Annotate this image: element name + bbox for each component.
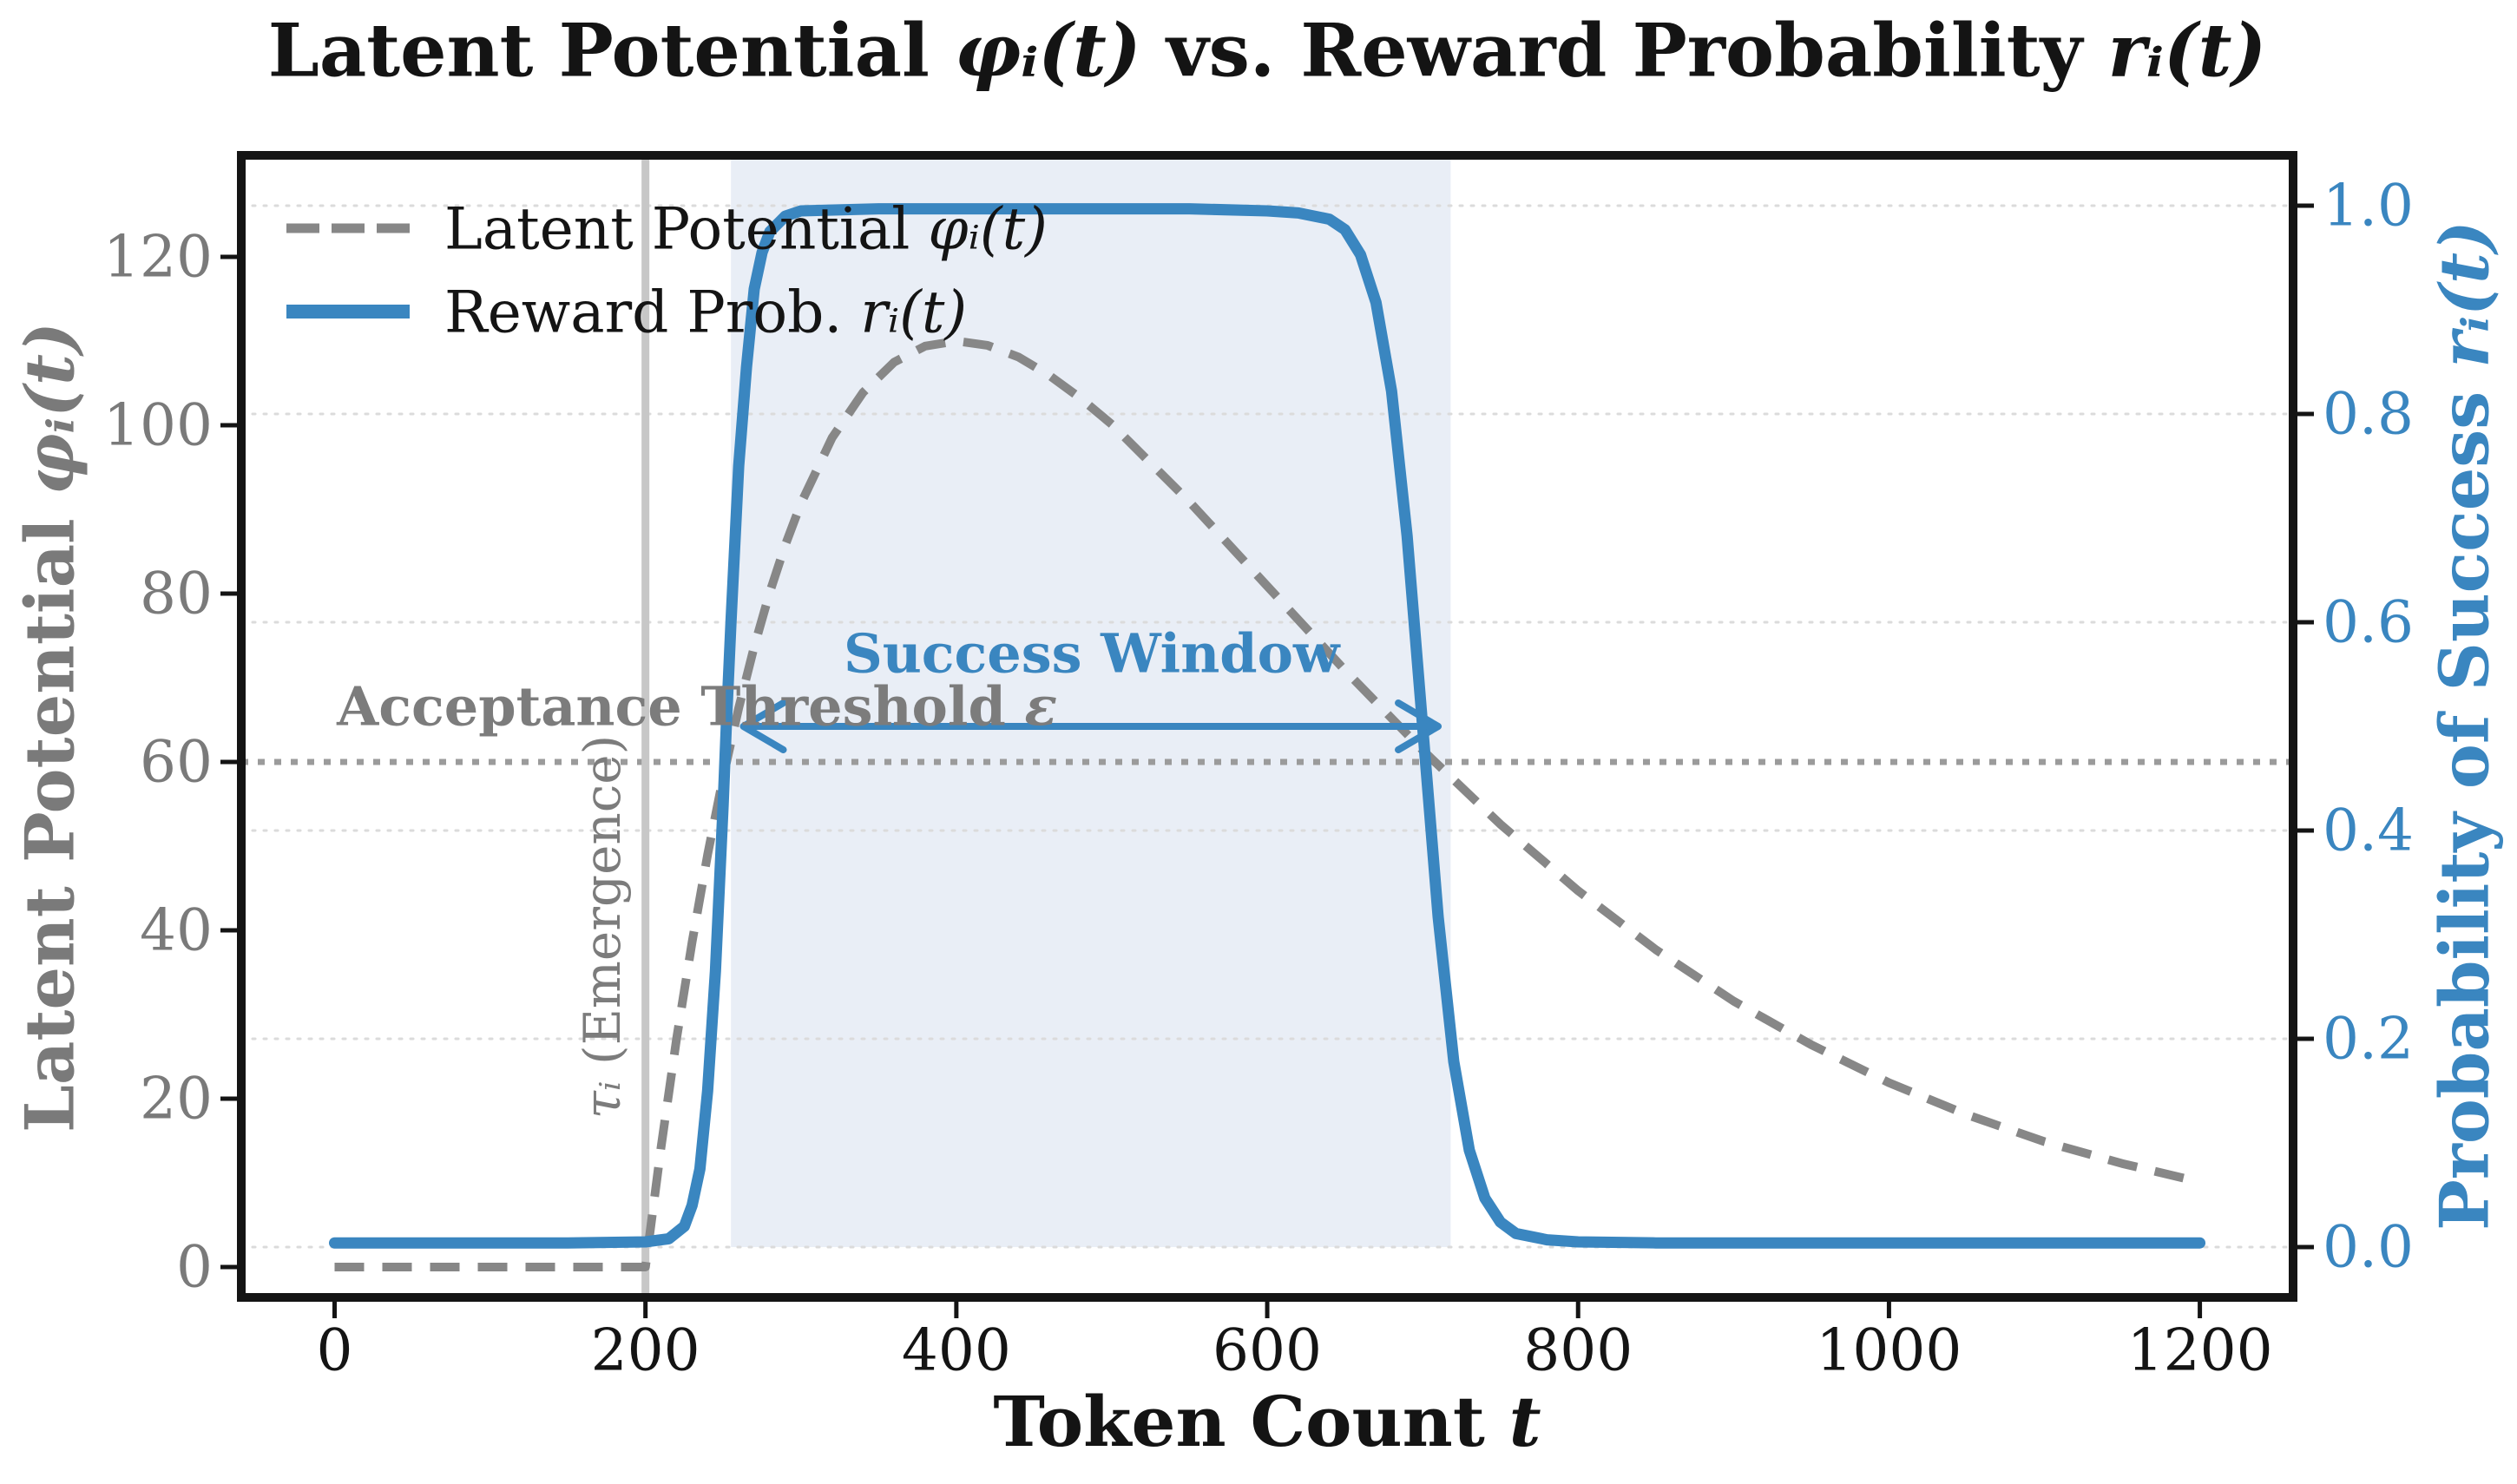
latent-potential-curve (334, 337, 2201, 1271)
y-right-tick-label: 0.0 (2323, 1213, 2414, 1281)
legend-solid-line-sample (286, 305, 410, 318)
y-right-tick-label: 0.8 (2323, 380, 2414, 448)
legend-item-reward-prob: Reward Prob. rᵢ(t) (444, 279, 968, 346)
arrowhead-right-icon (1395, 699, 1443, 753)
y-right-tick-label: 0.4 (2323, 797, 2414, 864)
y-left-tick-label: 100 (103, 391, 213, 459)
x-axis-label: Token Count t (993, 1381, 1541, 1462)
success-window-annotation: Success Window (843, 621, 1340, 686)
y-right-tick-label: 0.6 (2323, 588, 2414, 656)
left-y-axis-label: Latent Potential φᵢ(t) (10, 322, 90, 1133)
x-tick-label: 800 (1523, 1317, 1633, 1384)
y-left-tick-label: 20 (140, 1065, 213, 1133)
y-left-tick-label: 80 (140, 560, 213, 627)
reward-prob-curve (329, 203, 2206, 1249)
x-tick-label: 200 (590, 1317, 700, 1384)
y-right-tick-label: 1.0 (2323, 172, 2414, 240)
emergence-annotation: τᵢ (Emergence) (572, 734, 632, 1120)
y-left-tick-label: 40 (140, 896, 213, 964)
x-tick-label: 1200 (2126, 1317, 2273, 1384)
x-tick-label: 0 (316, 1317, 353, 1384)
x-tick-label: 600 (1212, 1317, 1323, 1384)
y-left-tick-label: 0 (176, 1233, 213, 1301)
plot-frame (237, 151, 2297, 1302)
y-left-tick-label: 120 (103, 223, 213, 291)
legend-dashed-line-sample (286, 223, 410, 233)
legend-item-latent-potential: Latent Potential φᵢ(t) (444, 195, 1048, 263)
x-tick-label: 1000 (1816, 1317, 1962, 1384)
success-window-span (731, 155, 1451, 1247)
y-left-tick-label: 60 (140, 728, 213, 796)
y-right-tick-label: 0.2 (2323, 1005, 2414, 1073)
acceptance-threshold-annotation: Acceptance Threshold ε (337, 674, 1058, 739)
arrowhead-left-icon (739, 699, 787, 753)
chart-title: Latent Potential φᵢ(t) vs. Reward Probab… (267, 7, 2267, 94)
x-tick-label: 400 (901, 1317, 1011, 1384)
right-y-axis-label: Probability of Success rᵢ(t) (2425, 220, 2505, 1231)
